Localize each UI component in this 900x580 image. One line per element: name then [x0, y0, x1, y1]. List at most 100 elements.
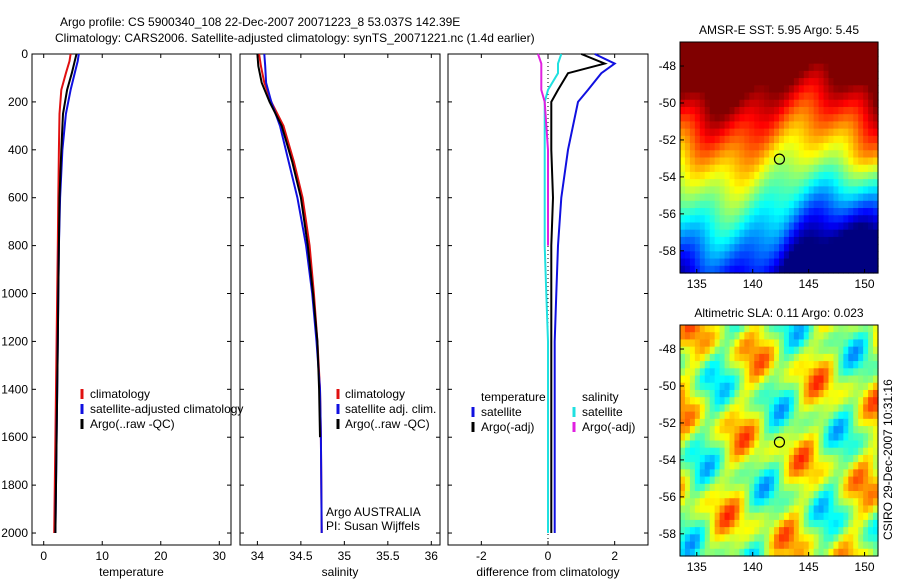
sst_map-cell: [779, 171, 785, 180]
sla_map-cell: [749, 440, 755, 449]
sla_map-cell: [709, 548, 716, 557]
sla_map-cell: [759, 433, 765, 442]
sst_map-cell: [719, 244, 726, 252]
sla_map-cell: [833, 541, 839, 550]
sst_map-cell: [774, 121, 780, 130]
sst_map-cell: [719, 85, 726, 94]
sst_map-cell: [714, 85, 721, 94]
sst_map-cell: [848, 208, 854, 216]
sla_map-cell: [838, 418, 844, 427]
sla_map-cell: [873, 397, 879, 406]
sst_map-cell: [719, 258, 726, 267]
sla_map-cell: [853, 404, 859, 413]
sla_map-cell: [729, 483, 736, 492]
sst_map-cell: [709, 244, 716, 252]
sst_map-cell: [739, 179, 745, 187]
sla_map-cell: [694, 332, 701, 341]
sla_map-cell: [744, 534, 750, 543]
sst_map-cell: [788, 229, 795, 238]
sla_map-cell: [684, 498, 691, 507]
sst_map-cell: [764, 99, 770, 108]
sst_map-cell: [699, 121, 706, 130]
sla_map-cell: [823, 346, 830, 355]
sla_map-cell: [754, 426, 760, 434]
sst_map-cell: [680, 85, 686, 94]
sst_map-cell: [813, 150, 820, 159]
sla_map-cell: [803, 361, 810, 369]
sla_map-cell: [759, 440, 765, 449]
sla_map-cell: [754, 447, 760, 456]
sla_map-cell: [828, 346, 835, 355]
sst_map-cell: [714, 92, 721, 101]
sst_map-cell: [783, 179, 790, 187]
sst_map-cell: [709, 171, 716, 180]
sst_map-cell: [709, 179, 716, 187]
sla_map-cell: [803, 534, 810, 543]
sst_map-cell: [823, 222, 830, 231]
sla_map-cell: [680, 375, 686, 384]
sla_map-cell: [694, 389, 701, 398]
sla_map-cell: [729, 346, 736, 355]
sla_map-cell: [764, 541, 770, 550]
sst_map-cell: [873, 128, 879, 137]
sla_map-cell: [724, 346, 731, 355]
sla_map-cell: [704, 527, 711, 535]
sla_map-cell: [793, 476, 800, 485]
sst_map-cell: [779, 157, 785, 166]
sst_map-title: AMSR-E SST: 5.95 Argo: 5.45: [699, 23, 859, 37]
sst_map-cell: [863, 229, 869, 238]
sst_map-cell: [749, 265, 755, 274]
sst_map-cell: [729, 49, 736, 58]
sla_map-cell: [759, 505, 765, 514]
sst_map-cell: [803, 186, 810, 195]
sst_map-cell: [803, 222, 810, 231]
sla_map-cell: [823, 491, 830, 499]
sst_map-cell: [764, 143, 770, 151]
sla_map-cell: [704, 519, 711, 528]
sst_map-cell: [848, 164, 854, 173]
sst_map-cell: [828, 215, 835, 224]
sla_map-cell: [868, 534, 874, 543]
sla_map-cell: [704, 469, 711, 478]
sst_map-cell: [734, 171, 740, 180]
sla_map-cell: [689, 505, 696, 514]
sst_map-cell: [838, 236, 844, 245]
sst_map-cell: [823, 179, 830, 187]
sla_map-cell: [729, 411, 736, 420]
sla_map-cell: [843, 418, 849, 427]
sla_map-cell: [714, 339, 721, 348]
sst_map-cell: [863, 215, 869, 224]
sla_map-cell: [798, 411, 805, 420]
sst_map-cell: [788, 42, 795, 50]
sst_map-cell: [759, 70, 765, 79]
sst_map-cell: [798, 251, 805, 260]
sla_map-cell: [808, 476, 815, 485]
sla_map-cell: [749, 325, 755, 333]
sla_map-cell: [828, 404, 835, 413]
sla_map-cell: [793, 527, 800, 535]
temperature-series-argo-raw-qc-: [54, 53, 78, 534]
sst_map-cell: [818, 164, 825, 173]
sla_map-cell: [868, 332, 874, 341]
sla_map-cell: [769, 476, 775, 485]
sla_map-cell: [828, 476, 835, 485]
sst_map-cell: [848, 63, 854, 72]
sst_map-cell: [813, 258, 820, 267]
sla_map-cell: [754, 512, 760, 521]
sst_map-cell: [818, 244, 825, 252]
sst_map-cell: [788, 157, 795, 166]
sst_map-cell: [783, 42, 790, 50]
sla_map-cell: [704, 426, 711, 434]
sla_map-cell: [704, 541, 711, 550]
sst_map-cell: [803, 135, 810, 144]
sst_map-cell: [714, 56, 721, 65]
sla_map-cell: [863, 541, 869, 550]
sst_map-cell: [858, 229, 864, 238]
sst_map-cell: [704, 251, 711, 260]
sla_map-cell: [680, 368, 686, 377]
sla_map-cell: [769, 483, 775, 492]
sst_map-cell: [828, 56, 835, 65]
sst_map-cell: [808, 236, 815, 245]
sst_map-cell: [793, 42, 800, 50]
sst_map-cell: [783, 78, 790, 86]
